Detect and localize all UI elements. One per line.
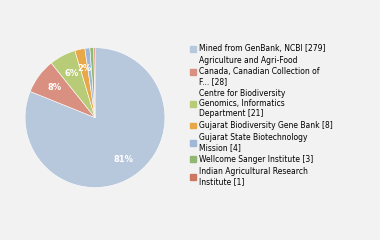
Wedge shape (94, 48, 95, 118)
Wedge shape (25, 48, 165, 187)
Wedge shape (75, 48, 95, 118)
Text: 2%: 2% (77, 64, 91, 73)
Text: 8%: 8% (48, 83, 62, 92)
Wedge shape (51, 51, 95, 118)
Wedge shape (85, 48, 95, 118)
Wedge shape (30, 63, 95, 118)
Text: 6%: 6% (65, 69, 79, 78)
Wedge shape (90, 48, 95, 118)
Text: 81%: 81% (113, 155, 133, 164)
Legend: Mined from GenBank, NCBI [279], Agriculture and Agri-Food
Canada, Canadian Colle: Mined from GenBank, NCBI [279], Agricult… (190, 44, 333, 186)
